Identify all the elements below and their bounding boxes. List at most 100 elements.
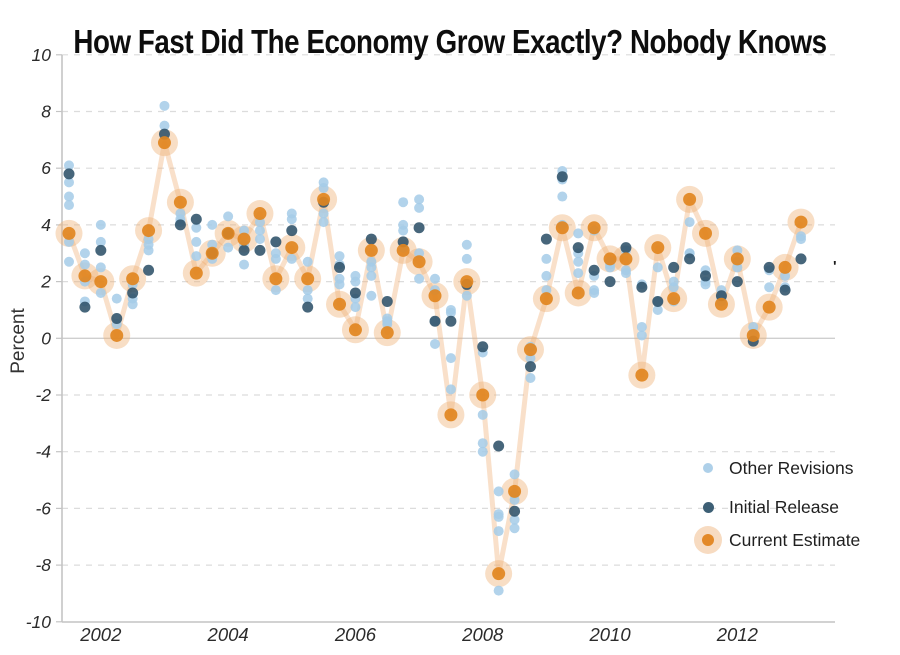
other-revision-dot [509,514,520,525]
current-estimate-dot [651,241,665,255]
initial-release-dot [79,301,91,313]
initial-release-dot [238,244,250,256]
initial-release-dot [334,261,346,273]
other-revision-dot [493,486,504,497]
other-revision-dot [207,219,218,230]
current-estimate-dot [428,289,442,303]
initial-release-dot [349,287,361,299]
other-revision-dot [64,191,74,202]
other-revision-dot [525,372,536,383]
initial-release-dot [493,440,505,452]
current-estimate-dot [189,266,203,280]
initial-release-dot [111,312,123,324]
other-revision-dot [64,200,74,211]
current-estimate-dot [380,326,394,340]
other-revision-dot [302,256,313,267]
other-revision-dot [95,287,106,298]
initial-release-dot [540,233,552,245]
y-tick-label: -8 [35,555,51,575]
initial-release-dot [429,315,441,327]
current-estimate-dot [619,252,633,266]
other-revision-dot [270,248,281,259]
y-tick-label: 2 [40,272,51,292]
other-revision-dot [318,217,329,228]
initial-release-dot [143,264,155,276]
initial-release-dot [652,295,664,307]
other-revision-dot [95,219,106,230]
other-revision-dot [429,338,440,349]
initial-release-dot [254,244,266,256]
other-revision-dot [414,248,425,259]
initial-release-dot [620,242,632,254]
other-revision-dot [64,236,74,247]
other-revision-dot [286,214,297,225]
other-revision-dot [143,234,154,245]
current-estimate-dot [492,567,506,581]
y-tick-label: -2 [35,385,51,405]
y-tick-label: 8 [41,102,51,122]
initial-release-dot [731,276,743,288]
other-revision-dot [477,409,488,420]
current-estimate-dot [587,221,601,235]
other-revision-dot [461,239,472,250]
other-revision-dot [541,270,552,281]
initial-release-dot [795,253,807,265]
legend-label: Current Estimate [729,529,861,550]
other-revision-dot [223,242,234,253]
current-estimate-dot [699,226,713,240]
other-revision-dot [795,234,806,245]
initial-release-dot [763,261,775,273]
x-tick-label: 2006 [334,624,377,645]
other-revision-dot [780,270,791,281]
y-tick-label: 10 [32,45,52,65]
current-estimate-dot [778,260,792,274]
other-revision-dot [111,293,122,304]
current-estimate-dot [571,286,585,300]
stray-annotation-mark: ' [833,258,837,275]
other-revision-dot [302,285,313,296]
other-revision-dot [334,251,345,262]
other-revision-dot [445,384,456,395]
current-estimate-dot [396,243,410,257]
other-revision-dot [445,353,456,364]
other-revision-dot [79,248,90,259]
other-revision-dot [573,256,584,267]
other-revision-dot [589,285,600,296]
current-estimate-dot [285,241,299,255]
other-revision-dot [541,285,552,296]
other-revision-dot [318,183,329,194]
initial-release-dot [700,270,712,282]
other-revision-dot [445,307,456,318]
other-revision-dot [493,526,504,537]
other-revision-dot [79,259,90,270]
current-estimate-dot [142,224,156,238]
current-estimate-dot [476,388,490,402]
other-revision-dot [350,302,361,313]
other-revision-dot [764,282,775,293]
x-tick-label: 2002 [79,624,122,645]
current-estimate-dot [62,226,76,240]
other-revision-dot [191,222,202,233]
current-estimate-dot [78,269,92,283]
other-revision-dot [64,160,74,171]
current-estimate-dot [110,328,124,342]
initial-release-dot [524,361,536,373]
initial-release-dot [190,213,202,225]
initial-release-dot [636,281,648,293]
initial-release-dot [95,244,107,256]
initial-release-dot [572,242,584,254]
legend-item-other-revisions: Other Revisions [693,453,854,483]
other-revision-dot [620,268,631,279]
current-estimate-dot [94,275,108,289]
other-revision-dot [159,120,170,131]
legend-item-current-estimate: Current Estimate [693,525,860,555]
initial-release-dot [174,219,186,231]
other-revision-dot [127,299,138,310]
initial-release-dot [63,168,75,180]
other-revision-dot [334,279,345,290]
current-estimate-dot [348,323,362,337]
other-revision-dot [557,191,568,202]
legend-label: Other Revisions [729,457,854,478]
initial-release-dot [588,264,600,276]
